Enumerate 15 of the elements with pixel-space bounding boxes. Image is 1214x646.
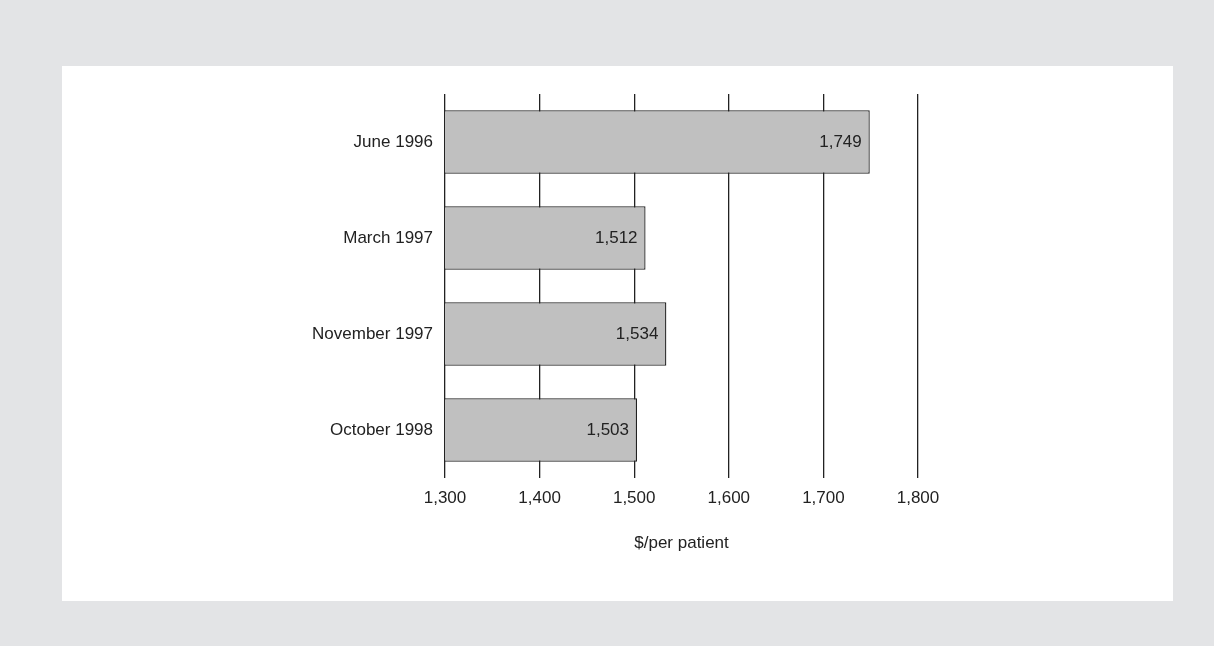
x-tick-label: 1,500 bbox=[612, 487, 656, 507]
data-label: 1,749 bbox=[819, 131, 862, 151]
data-label: 1,503 bbox=[586, 419, 630, 439]
y-tick-label: March 1997 bbox=[343, 227, 433, 247]
x-tick-label: 1,800 bbox=[896, 487, 940, 507]
x-tick-label: 1,400 bbox=[518, 487, 561, 507]
data-label: 1,512 bbox=[595, 227, 638, 247]
x-tick-label: 1,600 bbox=[707, 487, 751, 507]
y-tick-label: June 1996 bbox=[353, 131, 433, 151]
x-tick-label: 1,700 bbox=[802, 487, 845, 507]
x-axis-title: $/per patient bbox=[634, 533, 730, 553]
x-tick-label: 1,300 bbox=[423, 487, 467, 507]
data-label: 1,534 bbox=[615, 323, 659, 343]
y-tick-label: October 1998 bbox=[329, 419, 433, 439]
y-tick-label: November 1997 bbox=[312, 323, 433, 343]
